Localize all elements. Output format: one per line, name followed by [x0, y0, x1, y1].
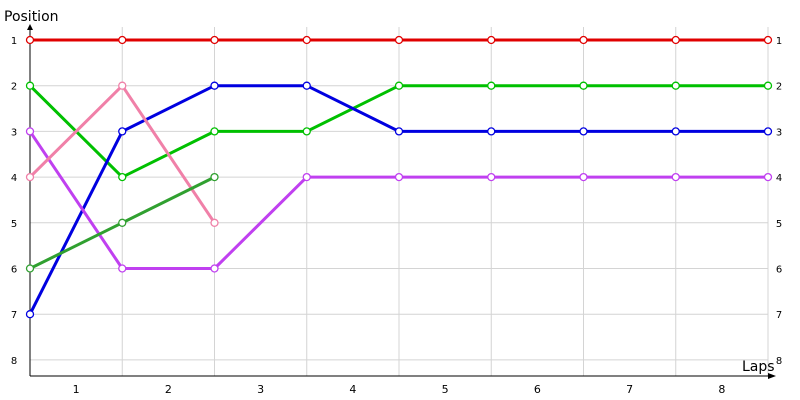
- x-tick-labels: 1 2 3 4 5 6 7 8: [73, 383, 726, 396]
- x-tick-label: 7: [626, 383, 633, 396]
- x-tick-label: 8: [718, 383, 725, 396]
- data-point: [302, 172, 311, 182]
- x-tick-label: 2: [165, 383, 172, 396]
- data-point: [210, 35, 219, 45]
- data-point: [118, 81, 127, 90]
- data-point: [118, 35, 127, 45]
- data-point: [671, 81, 680, 90]
- data-point: [671, 35, 680, 45]
- x-tick-label: 6: [534, 383, 541, 396]
- data-point: [763, 127, 773, 136]
- y-tick-label: 8: [11, 356, 17, 367]
- data-point: [210, 127, 219, 136]
- right-y-tick-labels: 1 2 3 4 5 6 7 8: [776, 36, 782, 367]
- right-y-tick-label: 7: [776, 310, 782, 321]
- right-y-tick-label: 8: [776, 356, 782, 367]
- y-tick-label: 4: [11, 173, 17, 184]
- data-point: [210, 264, 219, 273]
- x-tick-label: 1: [73, 383, 80, 396]
- data-point: [302, 35, 311, 45]
- data-point: [25, 264, 35, 273]
- right-y-tick-label: 2: [776, 82, 782, 93]
- data-point: [302, 127, 311, 136]
- data-point: [487, 127, 496, 136]
- data-point: [118, 218, 127, 227]
- x-tick-label: 4: [349, 383, 356, 396]
- data-point: [25, 310, 35, 319]
- data-point: [487, 81, 496, 90]
- right-y-tick-label: 6: [776, 265, 782, 276]
- y-tick-label: 7: [11, 310, 17, 321]
- data-point: [25, 172, 35, 182]
- data-point: [210, 81, 219, 90]
- data-point: [394, 81, 404, 90]
- data-point: [25, 35, 35, 45]
- data-point: [579, 35, 588, 45]
- data-point: [579, 127, 588, 136]
- y-tick-label: 1: [11, 36, 17, 47]
- y-tick-label: 6: [11, 265, 17, 276]
- data-point: [118, 264, 127, 273]
- axes: [27, 24, 776, 379]
- y-axis-arrow: [27, 24, 33, 30]
- data-point: [394, 127, 404, 136]
- y-axis-title: Position: [4, 9, 59, 25]
- data-point: [25, 127, 35, 136]
- y-tick-label: 2: [11, 82, 17, 93]
- data-point: [210, 172, 219, 182]
- data-point: [671, 127, 680, 136]
- data-point: [763, 172, 773, 182]
- data-point: [394, 35, 404, 45]
- y-tick-label: 3: [11, 127, 17, 138]
- data-point: [302, 81, 311, 90]
- data-point: [25, 81, 35, 90]
- x-tick-label: 3: [257, 383, 264, 396]
- data-point: [671, 172, 680, 182]
- right-y-tick-label: 1: [776, 36, 782, 47]
- series-markers: [25, 35, 773, 319]
- data-point: [487, 35, 496, 45]
- data-point: [763, 81, 773, 90]
- x-axis-title: Laps: [742, 359, 775, 375]
- y-tick-labels: 1 2 3 4 5 6 7 8: [11, 36, 17, 367]
- data-point: [394, 172, 404, 182]
- right-y-tick-label: 5: [776, 219, 782, 230]
- x-axis-arrow: [768, 373, 776, 379]
- data-point: [487, 172, 496, 182]
- grid-lines: [30, 27, 769, 376]
- data-point: [118, 127, 127, 136]
- y-tick-label: 5: [11, 219, 17, 230]
- data-point: [210, 218, 219, 227]
- x-tick-label: 5: [442, 383, 449, 396]
- data-point: [118, 172, 127, 182]
- data-point: [579, 81, 588, 90]
- right-y-tick-label: 4: [776, 173, 782, 184]
- data-point: [579, 172, 588, 182]
- right-y-tick-label: 3: [776, 127, 782, 138]
- data-point: [763, 35, 773, 45]
